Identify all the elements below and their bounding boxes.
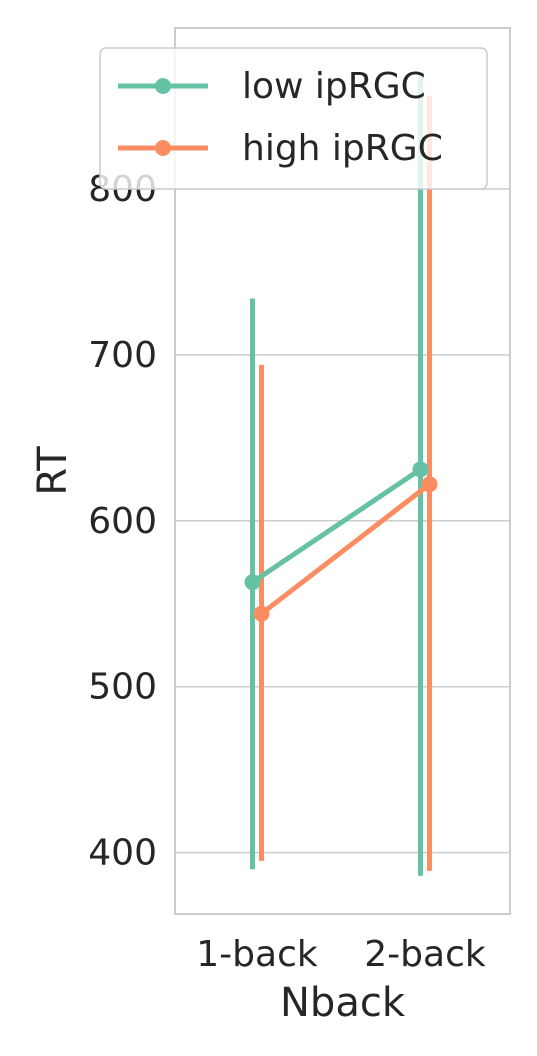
legend: low ipRGC high ipRGC xyxy=(99,47,488,190)
legend-label-1: high ipRGC xyxy=(242,128,443,169)
x-axis-label: Nback xyxy=(280,980,406,1026)
legend-label-0: low ipRGC xyxy=(242,66,426,107)
x-tick-label-1-back: 1-back xyxy=(196,934,318,975)
series-line-0 xyxy=(251,467,422,585)
y-tick-label-400: 400 xyxy=(88,833,157,874)
y-tick-labels: 400500600700800 xyxy=(88,169,157,874)
error-bars xyxy=(250,72,432,876)
point-1-1 xyxy=(421,476,438,493)
legend-box xyxy=(99,47,488,190)
point-0-1 xyxy=(412,461,429,478)
x-tick-labels: 1-back 2-back xyxy=(196,934,486,975)
point-0-0 xyxy=(244,574,261,591)
series-line-1 xyxy=(259,482,432,616)
y-axis-label: RT xyxy=(30,446,76,496)
point-1-0 xyxy=(253,605,270,622)
legend-marker-0 xyxy=(155,78,171,94)
y-tick-label-600: 600 xyxy=(88,501,157,542)
y-tick-label-500: 500 xyxy=(88,667,157,708)
x-tick-label-2-back: 2-back xyxy=(364,934,486,975)
plot-frame xyxy=(174,27,511,915)
series-lines xyxy=(251,467,432,616)
series-points xyxy=(244,461,438,622)
legend-marker-1 xyxy=(155,140,171,156)
y-tick-label-700: 700 xyxy=(88,335,157,376)
